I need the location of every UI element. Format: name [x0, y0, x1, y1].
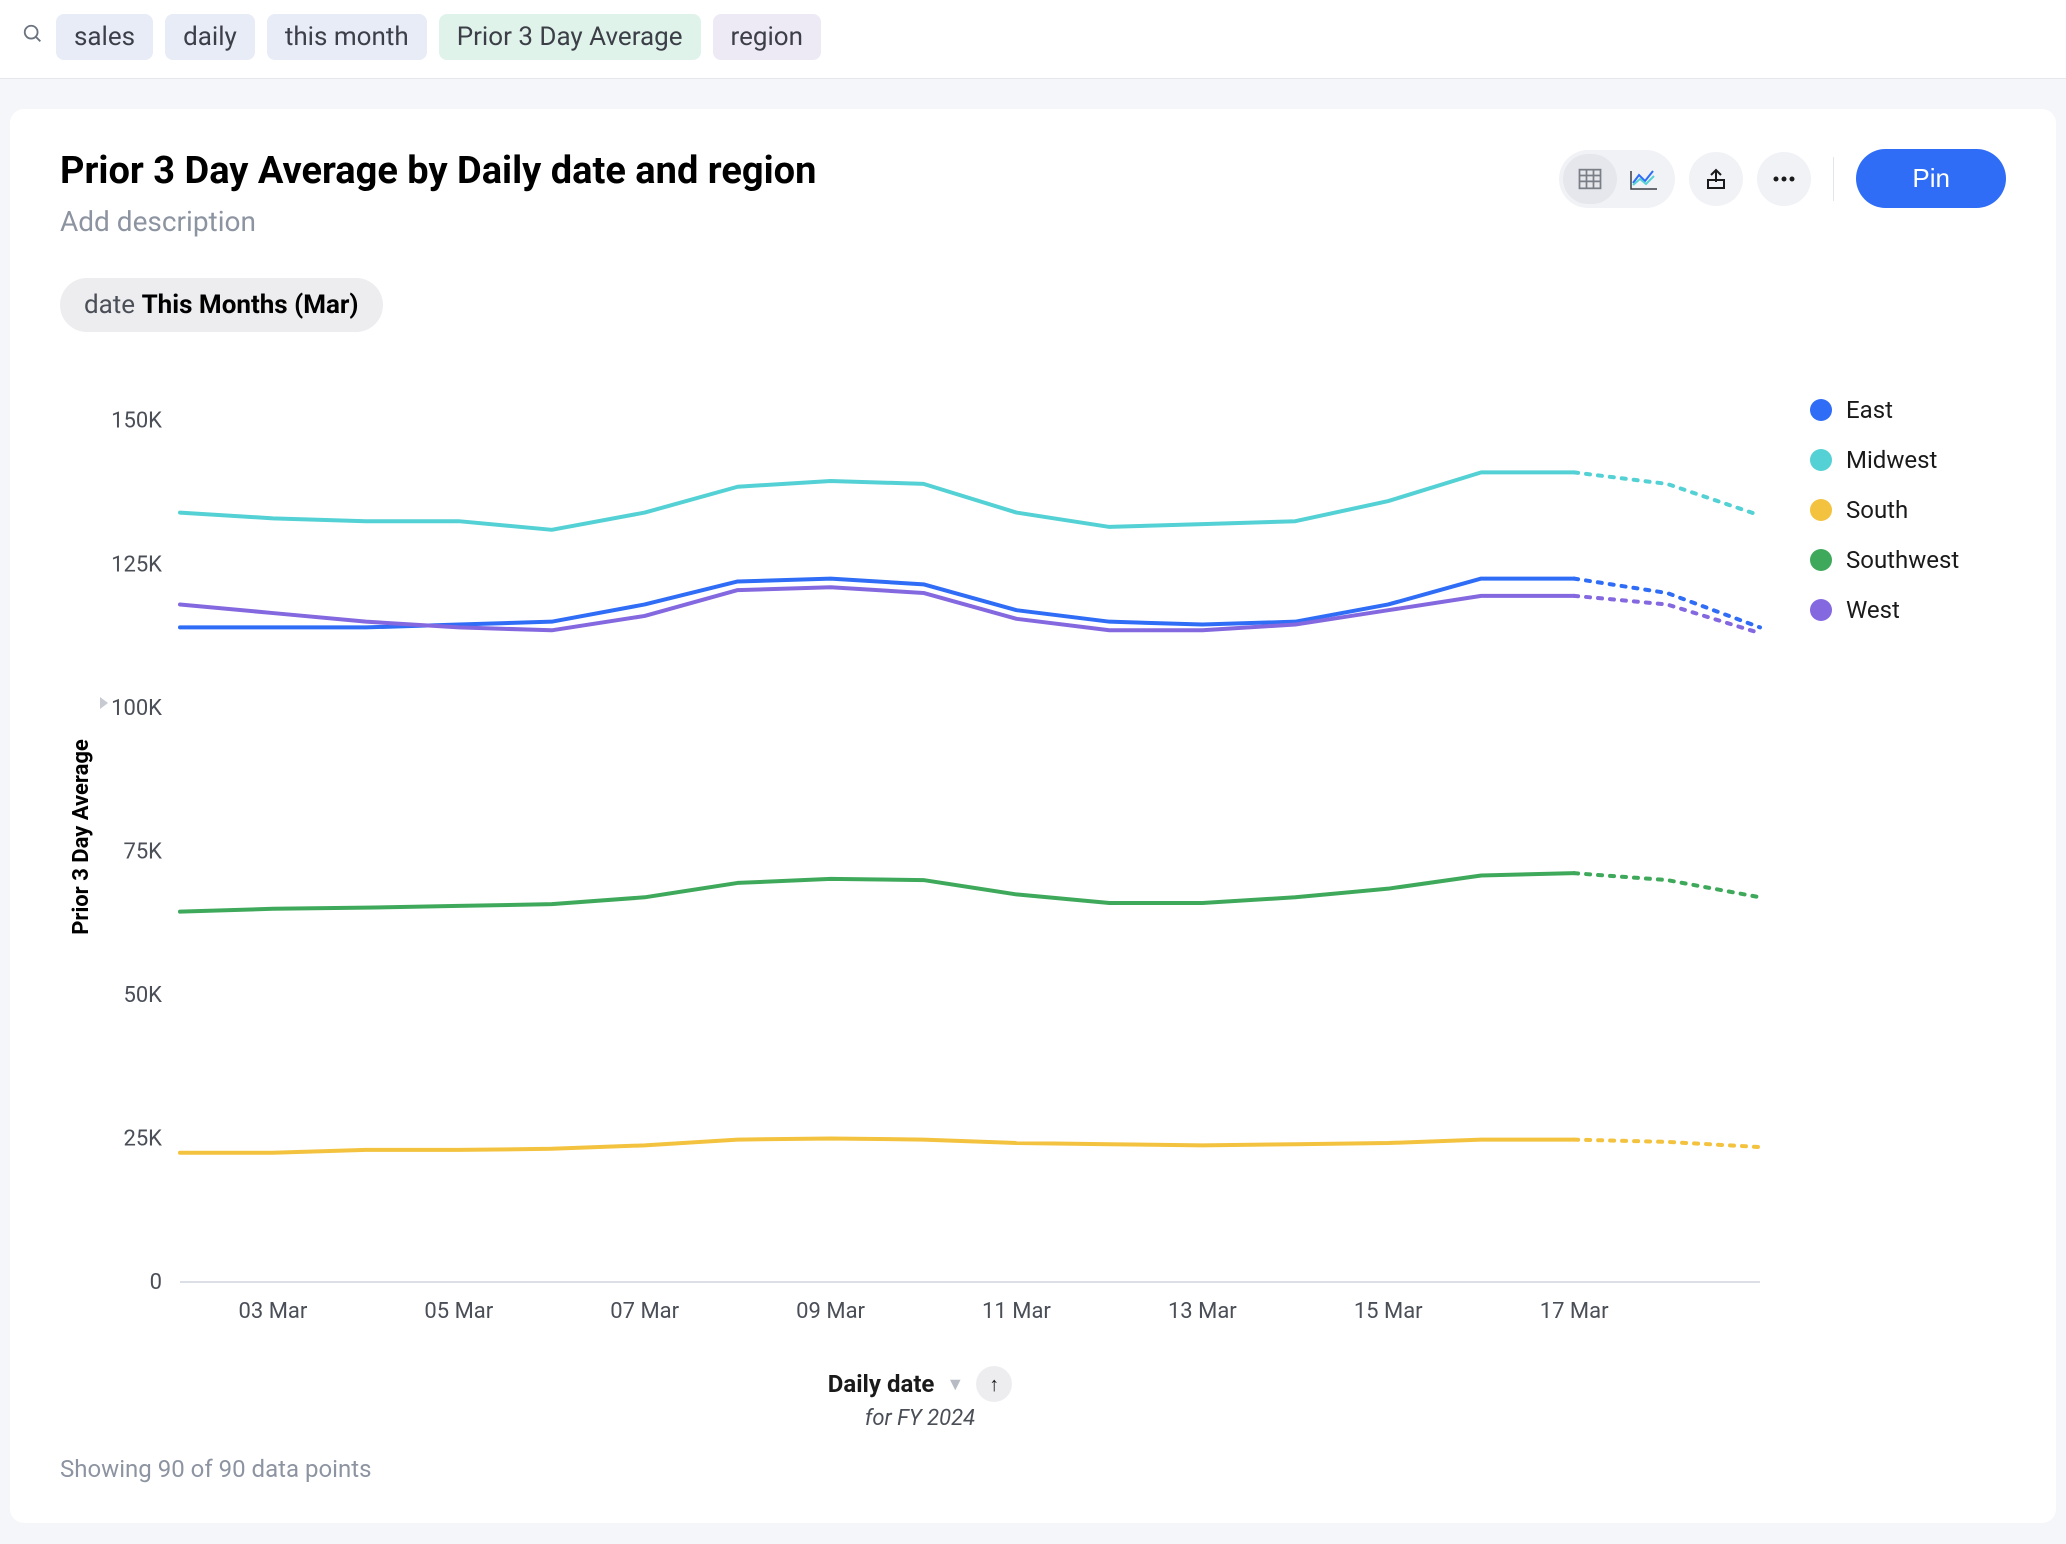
legend-label: Midwest: [1846, 446, 1937, 474]
filter-pill[interactable]: Prior 3 Day Average: [439, 14, 701, 60]
more-button[interactable]: [1757, 152, 1811, 206]
svg-text:15 Mar: 15 Mar: [1354, 1299, 1423, 1324]
svg-text:0: 0: [150, 1270, 162, 1295]
page-title: Prior 3 Day Average by Daily date and re…: [60, 149, 816, 193]
sort-button[interactable]: ↑: [976, 1366, 1012, 1402]
chevron-down-icon[interactable]: ▼: [946, 1374, 964, 1395]
legend-item[interactable]: West: [1810, 596, 1959, 624]
legend-item[interactable]: South: [1810, 496, 1959, 524]
svg-text:13 Mar: 13 Mar: [1168, 1299, 1237, 1324]
filter-bar: sales daily this month Prior 3 Day Average r…: [0, 0, 2066, 79]
svg-text:07 Mar: 07 Mar: [610, 1299, 679, 1324]
chart-legend: East Midwest South Southwest West: [1810, 382, 1959, 1483]
filter-pill[interactable]: this month: [267, 14, 427, 60]
legend-item[interactable]: Southwest: [1810, 546, 1959, 574]
x-axis-subtitle: for FY 2024: [60, 1406, 1780, 1431]
legend-label: South: [1846, 496, 1908, 524]
legend-label: Southwest: [1846, 546, 1959, 574]
legend-swatch: [1810, 599, 1832, 621]
chart-view-button[interactable]: [1617, 154, 1671, 204]
filter-pill[interactable]: sales: [56, 14, 153, 60]
legend-swatch: [1810, 549, 1832, 571]
svg-text:150K: 150K: [111, 409, 162, 434]
data-points-note: Showing 90 of 90 data points: [60, 1455, 1780, 1483]
share-button[interactable]: [1689, 152, 1743, 206]
line-chart[interactable]: 0 25K 50K 75K 100K 125K 150K 03 Mar 05 Mar 07 Mar…: [60, 382, 1780, 1342]
filter-pill[interactable]: daily: [165, 14, 255, 60]
legend-item[interactable]: East: [1810, 396, 1959, 424]
svg-text:125K: 125K: [111, 552, 162, 577]
svg-text:09 Mar: 09 Mar: [796, 1299, 865, 1324]
legend-item[interactable]: Midwest: [1810, 446, 1959, 474]
legend-label: West: [1846, 596, 1900, 624]
filter-pill[interactable]: region: [713, 14, 821, 60]
svg-text:50K: 50K: [123, 983, 162, 1008]
search-icon[interactable]: [22, 23, 44, 51]
actions-bar: Pin: [1559, 149, 2006, 208]
description-placeholder[interactable]: Add description: [60, 205, 816, 238]
legend-swatch: [1810, 499, 1832, 521]
svg-text:03 Mar: 03 Mar: [239, 1299, 308, 1324]
svg-text:25K: 25K: [123, 1126, 162, 1151]
svg-text:05 Mar: 05 Mar: [424, 1299, 493, 1324]
table-view-button[interactable]: [1563, 154, 1617, 204]
legend-swatch: [1810, 399, 1832, 421]
pin-button[interactable]: Pin: [1856, 149, 2006, 208]
view-toggle: [1559, 150, 1675, 208]
chart-area: 0 25K 50K 75K 100K 125K 150K 03 Mar 05 Mar 07 Mar…: [60, 382, 1780, 1483]
svg-text:Prior 3 Day Average: Prior 3 Day Average: [69, 739, 94, 935]
svg-text:75K: 75K: [123, 839, 162, 864]
legend-swatch: [1810, 449, 1832, 471]
svg-text:11 Mar: 11 Mar: [982, 1299, 1051, 1324]
date-chip-prefix: date: [84, 290, 142, 320]
date-chip-value: This Months (Mar): [142, 290, 359, 320]
chart-card: Prior 3 Day Average by Daily date and re…: [10, 109, 2056, 1523]
svg-text:100K: 100K: [111, 696, 162, 721]
legend-label: East: [1846, 396, 1893, 424]
date-filter-chip[interactable]: date This Months (Mar): [60, 278, 383, 332]
svg-text:17 Mar: 17 Mar: [1540, 1299, 1609, 1324]
x-axis-title: Daily date: [828, 1370, 935, 1398]
